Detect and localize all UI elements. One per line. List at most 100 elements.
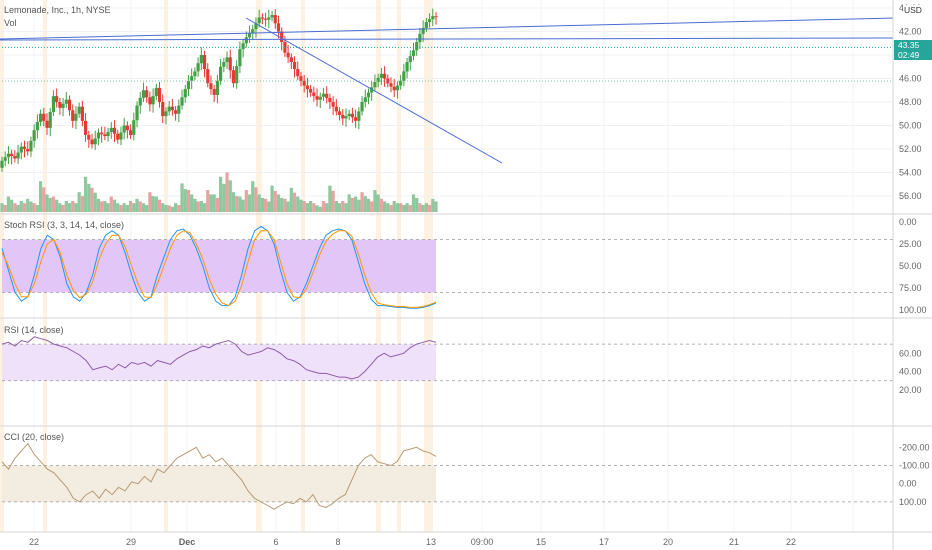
volume-bar bbox=[360, 192, 364, 212]
candle-body bbox=[395, 85, 400, 91]
candle-body bbox=[196, 63, 200, 72]
candle-body bbox=[305, 85, 310, 90]
volume-bar bbox=[138, 201, 142, 212]
volume-bar bbox=[427, 204, 432, 212]
volume-bar bbox=[231, 192, 236, 212]
candle-body bbox=[67, 99, 72, 111]
volume-bar bbox=[299, 199, 303, 212]
price-axis-label: 54.00 bbox=[899, 168, 922, 178]
volume-bar bbox=[122, 203, 126, 212]
volume-bar bbox=[302, 201, 306, 212]
price-axes[interactable]: 40.0042.0044.0046.0048.0050.0052.0054.00… bbox=[899, 3, 930, 507]
candle-body bbox=[38, 113, 43, 122]
cci-panel[interactable] bbox=[1, 442, 893, 510]
candle-body bbox=[257, 17, 261, 24]
volume-bar bbox=[174, 203, 178, 212]
time-axis-label: 17 bbox=[599, 537, 609, 547]
candle-body bbox=[90, 139, 94, 145]
volume-bar bbox=[145, 204, 149, 212]
volume-bar bbox=[58, 203, 62, 212]
volume-bar bbox=[3, 204, 7, 212]
volume-bar bbox=[106, 203, 110, 212]
volume-bar bbox=[363, 196, 367, 212]
candle-body bbox=[334, 106, 338, 112]
volume-bar bbox=[405, 203, 409, 212]
candle-body bbox=[45, 120, 49, 128]
time-axis[interactable]: 22 29 Dec 6 8 13 09:00 15 17 20 21 22 bbox=[29, 537, 796, 547]
candle-body bbox=[193, 71, 197, 77]
volume-bar bbox=[80, 196, 84, 212]
candle-body bbox=[212, 89, 216, 95]
volume-bar bbox=[415, 197, 419, 212]
candle-body bbox=[161, 102, 165, 117]
candle-body bbox=[206, 69, 210, 84]
volume-bar bbox=[325, 203, 329, 212]
time-axis-label: 8 bbox=[335, 537, 340, 547]
candle-body bbox=[357, 111, 361, 121]
candle-body bbox=[379, 73, 383, 78]
candle-body bbox=[415, 42, 419, 51]
indicator-axis-label: -100.00 bbox=[899, 460, 930, 470]
volume-bar bbox=[177, 204, 181, 212]
price-axis-label: 46.00 bbox=[899, 74, 922, 84]
volume-legend[interactable]: Vol bbox=[4, 18, 17, 28]
rsi-panel[interactable] bbox=[1, 336, 893, 382]
volume-bar bbox=[376, 194, 380, 212]
volume-bar bbox=[402, 204, 406, 212]
trendlines[interactable] bbox=[0, 17, 894, 164]
candle-body bbox=[405, 62, 409, 72]
volume-bar bbox=[379, 198, 383, 212]
volume-bar bbox=[408, 204, 412, 212]
indicator-line bbox=[1, 442, 437, 510]
volume-bar bbox=[93, 192, 97, 212]
candle-body bbox=[202, 55, 207, 70]
volume-bar bbox=[331, 190, 335, 212]
candle-body bbox=[141, 90, 146, 98]
indicator-band bbox=[2, 465, 436, 502]
price-panel[interactable] bbox=[0, 8, 893, 172]
candle-body bbox=[247, 33, 252, 38]
currency-label[interactable]: USD bbox=[903, 5, 923, 15]
volume-bar bbox=[251, 181, 255, 212]
volume-bar bbox=[235, 196, 239, 212]
candle-body bbox=[325, 93, 329, 98]
volume-bar bbox=[141, 203, 146, 212]
candle-body bbox=[315, 96, 319, 100]
volume-bar bbox=[67, 203, 72, 212]
volume-bar bbox=[109, 196, 113, 212]
volume-bar bbox=[434, 201, 438, 212]
candle-body bbox=[51, 96, 56, 112]
volume-bar bbox=[90, 187, 94, 212]
stoch-rsi-legend[interactable]: Stoch RSI (3, 3, 14, 14, close) bbox=[4, 220, 125, 230]
candle-body bbox=[93, 138, 97, 145]
volume-bar bbox=[199, 201, 203, 212]
candle-body bbox=[331, 102, 335, 107]
candle-body bbox=[26, 149, 30, 152]
candle-body bbox=[87, 134, 91, 140]
indicator-axis-label: 40.00 bbox=[899, 367, 922, 377]
volume-bar bbox=[96, 198, 101, 212]
stoch-rsi-panel[interactable] bbox=[1, 225, 893, 309]
volume-bar bbox=[48, 197, 52, 212]
volume-bar bbox=[125, 204, 129, 212]
candle-body bbox=[151, 96, 155, 105]
indicator-axis-label: 20.00 bbox=[899, 385, 922, 395]
volume-bar bbox=[431, 198, 435, 212]
volume-bar bbox=[267, 201, 271, 212]
indicator-axis-label: 60.00 bbox=[899, 348, 922, 358]
candle-body bbox=[215, 80, 219, 95]
volume-bar bbox=[386, 203, 390, 212]
volume-bar bbox=[270, 185, 274, 212]
symbol-title[interactable]: Lemonade, Inc., 1h, NYSE bbox=[4, 5, 111, 15]
bar-countdown: 02:49 bbox=[898, 50, 920, 60]
volume-bar bbox=[350, 197, 355, 212]
candle-body bbox=[186, 80, 191, 90]
cci-legend[interactable]: CCI (20, close) bbox=[4, 432, 65, 442]
candle-body bbox=[399, 80, 403, 86]
candle-body bbox=[13, 156, 17, 159]
candle-body bbox=[228, 57, 232, 71]
rsi-legend[interactable]: RSI (14, close) bbox=[4, 325, 64, 335]
indicator-axis-label: 75.00 bbox=[899, 283, 922, 293]
volume-bar bbox=[370, 201, 374, 212]
